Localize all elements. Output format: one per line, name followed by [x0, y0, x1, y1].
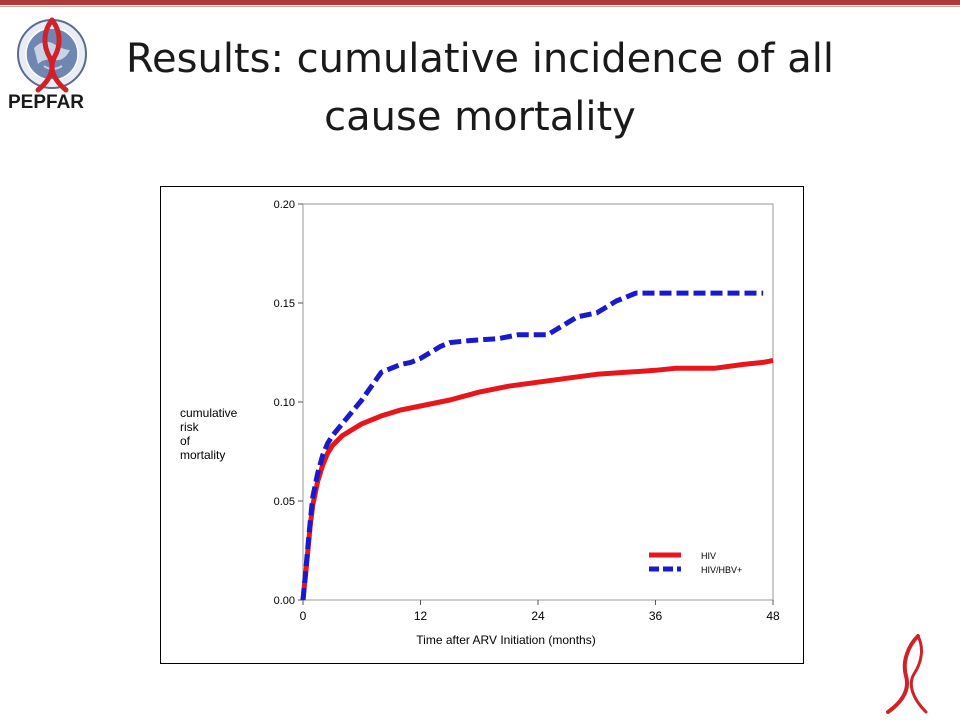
- series-line-hiv-hbv: [300, 290, 764, 601]
- y-tick-label: 0.05: [274, 496, 295, 508]
- plot-area-border: [302, 203, 774, 601]
- y-tick-label: 0.20: [274, 199, 295, 211]
- slide-title: Results: cumulative incidence of all cau…: [90, 30, 870, 146]
- pepfar-seal-icon: [17, 17, 87, 93]
- top-accent-bar: [0, 0, 960, 5]
- y-axis-label-line: risk: [180, 420, 200, 434]
- y-axis-label-line: cumulative: [180, 406, 238, 420]
- x-tick-label: 36: [649, 609, 663, 623]
- pepfar-logo-text: PEPFAR: [8, 92, 85, 113]
- x-tick-label: 24: [531, 609, 545, 623]
- slide-title-line-2: cause mortality: [324, 94, 636, 140]
- y-axis-label-line: mortality: [180, 448, 225, 462]
- y-axis-label-line: of: [180, 434, 191, 448]
- chart-frame: 0.00 0.05 0.10 0.15 0.20 0 12 24 36 48 Time after …: [160, 186, 804, 664]
- slide-title-line-1: Results: cumulative incidence of all: [126, 36, 834, 82]
- red-ribbon-icon: [886, 634, 928, 714]
- top-accent-line: [0, 6, 960, 7]
- mortality-chart: 0.00 0.05 0.10 0.15 0.20 0 12 24 36 48 Time after …: [180, 199, 780, 647]
- x-tick-label: 12: [414, 609, 428, 623]
- y-tick-label: 0.10: [274, 397, 295, 409]
- x-axis-label: Time after ARV Initiation (months): [416, 633, 595, 647]
- legend-label: HIV: [701, 551, 716, 561]
- legend-label: HIV/HBV+: [701, 565, 742, 575]
- y-tick-label: 0.00: [274, 595, 295, 607]
- x-tick-label: 0: [300, 609, 307, 623]
- x-tick-label: 48: [766, 609, 780, 623]
- y-tick-label: 0.15: [274, 298, 295, 310]
